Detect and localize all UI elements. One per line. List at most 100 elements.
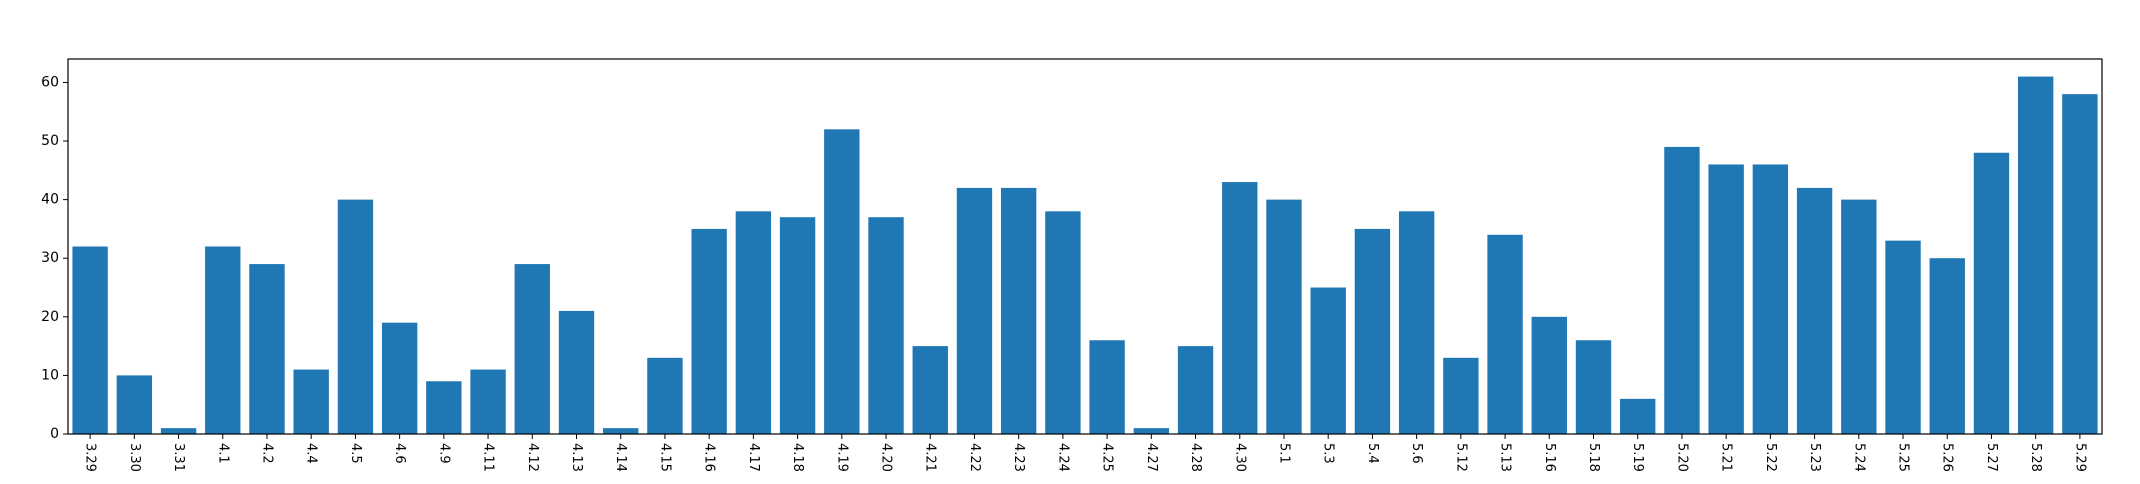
y-axis: 0 10 20 30 40 50 60 [41, 74, 68, 442]
x-tick-label: 4.9 [436, 443, 451, 464]
x-tick-label: 5.4 [1365, 443, 1380, 464]
bar-5.20 [1664, 146, 1700, 434]
x-tick-label: 4.27 [1144, 443, 1159, 472]
x-tick-label: 5.24 [1851, 443, 1866, 472]
x-tick-label: 5.3 [1321, 443, 1336, 464]
x-tick-label: 5.12 [1453, 443, 1468, 472]
y-tick-label: 10 [41, 367, 59, 383]
bar-5.13 [1487, 234, 1523, 434]
bar-5.1 [1266, 199, 1302, 434]
y-tick-label: 30 [41, 250, 59, 266]
x-tick-label: 4.15 [657, 443, 672, 472]
x-tick-label: 5.16 [1542, 443, 1557, 472]
x-tick-label: 3.29 [83, 443, 98, 472]
bar-4.20 [868, 217, 904, 434]
bar-5.24 [1841, 199, 1877, 434]
bar-4.21 [912, 346, 948, 434]
x-tick-label: 5.23 [1807, 443, 1822, 472]
bar-5.26 [1929, 258, 1965, 434]
bars-layer [72, 76, 2098, 434]
bar-5.25 [1885, 240, 1921, 434]
y-tick-label: 0 [50, 426, 59, 442]
x-tick-label: 4.2 [259, 443, 274, 464]
x-tick-label: 5.27 [1984, 443, 1999, 472]
x-tick-label: 4.11 [481, 443, 496, 472]
bar-4.15 [647, 357, 683, 434]
bar-4.14 [603, 428, 639, 434]
x-tick-label: 5.1 [1276, 443, 1291, 464]
bar-5.23 [1796, 187, 1833, 434]
bar-4.4 [293, 369, 329, 434]
x-tick-label: 4.17 [746, 443, 761, 472]
bar-4.23 [1000, 187, 1037, 434]
x-tick-label: 3.30 [127, 443, 142, 472]
x-tick-label: 4.13 [569, 443, 584, 472]
x-tick-label: 4.16 [702, 443, 717, 472]
x-tick-label: 5.20 [1674, 443, 1689, 472]
x-tick-label: 5.25 [1896, 443, 1911, 472]
y-tick-label: 50 [41, 133, 59, 149]
bar-4.19 [824, 129, 860, 434]
bar-4.2 [249, 264, 285, 434]
x-tick-label: 4.1 [215, 443, 230, 464]
bar-4.11 [470, 369, 506, 434]
bar-5.16 [1531, 316, 1567, 434]
x-axis: 3.29 3.30 3.31 4.1 4.2 4.4 4.5 4.6 4.9 4.11 4.12 4.… [83, 434, 2087, 472]
bar-5.21 [1708, 164, 1744, 434]
bar-4.24 [1045, 211, 1081, 434]
bar-3.31 [160, 428, 197, 434]
x-tick-label: 4.14 [613, 443, 628, 472]
x-tick-label: 4.6 [392, 443, 407, 464]
bar-4.13 [558, 310, 595, 434]
bar-5.28 [2017, 76, 2054, 434]
y-tick-label: 40 [41, 192, 59, 208]
bar-3.29 [72, 246, 108, 434]
x-tick-label: 5.6 [1409, 443, 1424, 464]
bar-5.19 [1620, 398, 1656, 434]
x-tick-label: 4.23 [1011, 443, 1026, 472]
bar-5.4 [1354, 228, 1391, 434]
x-tick-label: 5.28 [2028, 443, 2043, 472]
x-tick-label: 5.29 [2072, 443, 2087, 472]
bar-5.29 [2062, 94, 2098, 434]
bar-4.30 [1222, 182, 1258, 434]
x-tick-label: 5.21 [1719, 443, 1734, 472]
x-tick-label: 3.31 [171, 443, 186, 472]
bar-4.1 [205, 246, 241, 434]
bar-4.25 [1089, 340, 1125, 434]
bar-4.9 [426, 381, 462, 434]
bar-4.5 [337, 199, 374, 434]
x-tick-label: 4.18 [790, 443, 805, 472]
bar-4.27 [1133, 428, 1170, 434]
x-tick-label: 4.25 [1100, 443, 1115, 472]
bar-5.12 [1443, 357, 1479, 434]
x-tick-label: 4.5 [348, 443, 363, 464]
bar-3.30 [116, 375, 153, 434]
bar-5.27 [1973, 152, 2010, 434]
bar-5.18 [1575, 340, 1612, 434]
y-tick-label: 60 [41, 74, 59, 90]
x-tick-label: 4.20 [879, 443, 894, 472]
bar-4.6 [381, 322, 418, 434]
x-tick-label: 4.21 [923, 443, 938, 472]
x-tick-label: 4.22 [967, 443, 982, 472]
x-tick-label: 4.28 [1188, 443, 1203, 472]
x-tick-label: 4.19 [834, 443, 849, 472]
bar-4.18 [779, 217, 816, 434]
bar-4.17 [735, 211, 772, 434]
bar-4.22 [956, 187, 993, 434]
bar-4.16 [691, 228, 727, 434]
y-tick-label: 20 [41, 309, 59, 325]
x-tick-label: 5.26 [1940, 443, 1955, 472]
x-tick-label: 5.18 [1586, 443, 1601, 472]
plot-frame [67, 58, 2103, 435]
x-tick-label: 4.12 [525, 443, 540, 472]
x-tick-label: 5.19 [1630, 443, 1645, 472]
bar-5.6 [1398, 211, 1435, 434]
bar-5.22 [1752, 164, 1789, 434]
x-tick-label: 5.22 [1763, 443, 1778, 472]
bar-4.28 [1177, 346, 1214, 434]
bar-4.12 [514, 264, 550, 434]
